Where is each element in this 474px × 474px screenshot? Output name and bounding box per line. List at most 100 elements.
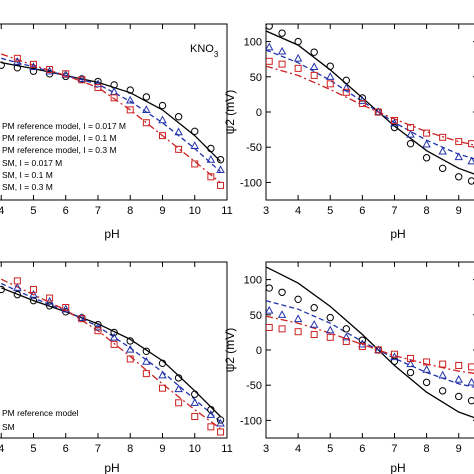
data-point bbox=[342, 338, 350, 346]
data-point bbox=[309, 320, 319, 328]
data-point bbox=[216, 155, 225, 164]
data-point bbox=[390, 118, 399, 127]
data-point bbox=[158, 384, 166, 392]
y-tick-label: -100 bbox=[240, 415, 262, 427]
data-point bbox=[422, 378, 431, 387]
x-tick-label: 8 bbox=[424, 443, 430, 455]
data-point bbox=[158, 359, 167, 368]
data-point bbox=[277, 310, 287, 318]
data-point bbox=[455, 361, 463, 369]
data-point bbox=[278, 29, 286, 37]
data-point bbox=[325, 325, 335, 334]
data-point bbox=[406, 368, 415, 377]
data-point bbox=[294, 64, 302, 72]
data-point bbox=[29, 289, 38, 298]
series-line bbox=[0, 53, 221, 184]
data-point bbox=[45, 66, 54, 75]
x-axis-label: pH bbox=[390, 227, 405, 241]
data-point bbox=[278, 325, 286, 333]
data-point bbox=[293, 314, 303, 323]
data-point bbox=[438, 370, 447, 379]
data-point bbox=[342, 83, 351, 92]
data-point bbox=[390, 352, 399, 361]
data-point bbox=[266, 305, 274, 314]
data-point bbox=[294, 37, 302, 46]
data-point bbox=[175, 399, 183, 407]
data-point bbox=[326, 62, 334, 70]
x-axis-label: pH bbox=[104, 461, 119, 474]
data-point bbox=[390, 350, 398, 358]
data-point bbox=[125, 344, 135, 353]
x-tick-label: 8 bbox=[424, 205, 430, 217]
data-point bbox=[294, 328, 302, 336]
data-point bbox=[217, 428, 225, 436]
data-point bbox=[110, 328, 118, 337]
data-point bbox=[293, 53, 303, 62]
data-point bbox=[207, 144, 215, 153]
series-line bbox=[0, 278, 221, 430]
data-point bbox=[266, 57, 273, 65]
data-point bbox=[467, 177, 474, 185]
figure-label: KNO3 bbox=[190, 43, 219, 59]
data-point bbox=[342, 88, 350, 96]
panel-frame bbox=[0, 261, 228, 439]
data-point bbox=[358, 342, 366, 350]
series-line bbox=[0, 287, 221, 417]
series-line bbox=[266, 65, 474, 146]
data-point bbox=[158, 101, 167, 110]
data-point bbox=[422, 154, 431, 162]
x-tick-label: 7 bbox=[391, 205, 397, 217]
data-point bbox=[278, 60, 286, 68]
y-tick-label: 50 bbox=[250, 72, 262, 84]
data-point bbox=[126, 337, 134, 345]
data-point bbox=[174, 384, 183, 393]
data-point bbox=[46, 294, 54, 302]
data-point bbox=[390, 116, 398, 124]
data-point bbox=[13, 277, 21, 285]
series-line bbox=[266, 266, 474, 419]
x-tick-label: 5 bbox=[327, 443, 333, 455]
data-point bbox=[191, 413, 199, 421]
data-point bbox=[175, 145, 183, 153]
data-point bbox=[266, 284, 273, 292]
data-point bbox=[207, 423, 215, 431]
panel-bottom-left: 4 5 6 7 8 9 10 11 PM reference model SM bbox=[0, 261, 233, 455]
x-axis-label: pH bbox=[104, 227, 119, 241]
data-point bbox=[158, 132, 166, 140]
data-point bbox=[110, 94, 118, 102]
x-tick-label: 10 bbox=[189, 443, 201, 455]
x-tick-label: 4 bbox=[295, 443, 301, 455]
data-point bbox=[94, 327, 102, 335]
y-tick-label: -50 bbox=[246, 380, 262, 392]
data-point bbox=[13, 290, 22, 299]
data-point bbox=[407, 354, 415, 362]
data-point bbox=[309, 62, 319, 71]
data-point bbox=[278, 288, 286, 296]
data-point bbox=[78, 315, 86, 323]
x-tick-label: 6 bbox=[359, 443, 365, 455]
data-point bbox=[266, 42, 274, 51]
data-point bbox=[454, 374, 463, 383]
panel-bottom-right: 3 4 5 6 7 8 9 100 50 0 -50 -100 bbox=[240, 261, 474, 455]
data-point bbox=[62, 304, 70, 312]
legend-label: SM, I = 0.3 M bbox=[2, 182, 53, 192]
data-point bbox=[342, 325, 351, 333]
series-line bbox=[1, 57, 221, 173]
data-point bbox=[467, 377, 474, 386]
data-point bbox=[358, 100, 366, 108]
y-tick-label: 100 bbox=[244, 275, 262, 287]
data-point bbox=[125, 95, 135, 104]
data-point bbox=[342, 76, 351, 85]
data-point bbox=[174, 374, 183, 382]
data-point bbox=[0, 61, 5, 69]
data-point bbox=[62, 70, 70, 78]
x-tick-label: 7 bbox=[95, 443, 101, 455]
data-point bbox=[0, 285, 5, 294]
data-point bbox=[217, 181, 225, 189]
data-point bbox=[29, 67, 38, 75]
data-point bbox=[191, 160, 199, 168]
data-point bbox=[455, 173, 463, 181]
y-axis-label: ψ2 (mV) bbox=[223, 90, 237, 135]
data-point bbox=[390, 123, 399, 132]
data-point bbox=[406, 129, 415, 138]
